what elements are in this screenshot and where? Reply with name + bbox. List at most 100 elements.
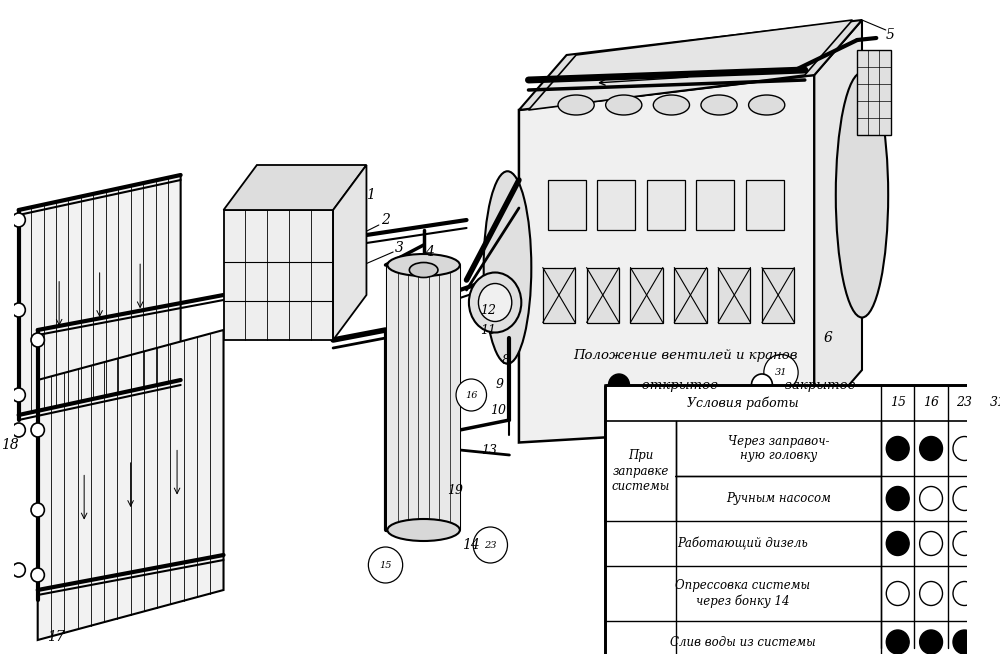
Circle shape bbox=[12, 388, 25, 402]
Bar bbox=[674, 267, 707, 322]
Bar bbox=[387, 265, 460, 530]
Text: Работающий дизель: Работающий дизель bbox=[677, 537, 808, 550]
Circle shape bbox=[986, 487, 1000, 511]
Bar bbox=[857, 50, 891, 135]
Text: 16: 16 bbox=[465, 390, 478, 400]
Text: 17: 17 bbox=[47, 630, 65, 644]
Ellipse shape bbox=[558, 95, 594, 115]
Circle shape bbox=[368, 547, 403, 583]
Circle shape bbox=[12, 423, 25, 437]
Text: Ручным насосом: Ручным насосом bbox=[726, 492, 831, 505]
Text: 4: 4 bbox=[426, 245, 434, 259]
Polygon shape bbox=[814, 20, 862, 425]
Ellipse shape bbox=[469, 273, 521, 332]
Bar bbox=[696, 180, 734, 230]
Circle shape bbox=[31, 333, 44, 347]
Text: 8: 8 bbox=[502, 354, 510, 366]
Polygon shape bbox=[19, 175, 181, 415]
Text: 15: 15 bbox=[890, 396, 906, 409]
Polygon shape bbox=[224, 210, 333, 340]
Polygon shape bbox=[333, 165, 366, 340]
Text: Опрессовка системы
через бонку 14: Опрессовка системы через бонку 14 bbox=[675, 579, 810, 608]
Text: - закрытое: - закрытое bbox=[776, 379, 856, 392]
Text: Слив воды из системы: Слив воды из системы bbox=[670, 636, 816, 649]
Circle shape bbox=[986, 581, 1000, 606]
Text: 18: 18 bbox=[1, 438, 19, 452]
Ellipse shape bbox=[836, 73, 888, 317]
Text: 7: 7 bbox=[633, 435, 642, 449]
Bar bbox=[548, 180, 586, 230]
Polygon shape bbox=[38, 330, 224, 640]
Bar bbox=[718, 267, 750, 322]
Text: Через заправоч-
ную головку: Через заправоч- ную головку bbox=[728, 434, 829, 462]
Text: 2: 2 bbox=[381, 213, 390, 227]
Bar bbox=[630, 267, 663, 322]
Circle shape bbox=[953, 581, 976, 606]
Circle shape bbox=[886, 532, 909, 555]
Ellipse shape bbox=[701, 95, 737, 115]
Circle shape bbox=[473, 527, 507, 563]
Text: 6: 6 bbox=[824, 330, 833, 345]
Text: Условия работы: Условия работы bbox=[687, 396, 799, 410]
Circle shape bbox=[953, 487, 976, 511]
Ellipse shape bbox=[484, 171, 531, 364]
Text: 1: 1 bbox=[366, 188, 375, 202]
Circle shape bbox=[953, 532, 976, 555]
Circle shape bbox=[12, 563, 25, 577]
Circle shape bbox=[31, 503, 44, 517]
Bar bbox=[543, 267, 575, 322]
Text: 14: 14 bbox=[462, 538, 480, 552]
Circle shape bbox=[886, 436, 909, 460]
Circle shape bbox=[886, 630, 909, 654]
Bar bbox=[597, 180, 635, 230]
Circle shape bbox=[986, 630, 1000, 654]
Text: 13: 13 bbox=[481, 443, 497, 456]
Circle shape bbox=[31, 423, 44, 437]
Circle shape bbox=[920, 581, 943, 606]
Text: 12: 12 bbox=[480, 303, 496, 317]
Text: 15: 15 bbox=[379, 560, 392, 570]
Circle shape bbox=[886, 581, 909, 606]
Circle shape bbox=[920, 630, 943, 654]
Text: При
заправке
системы: При заправке системы bbox=[611, 449, 670, 492]
Ellipse shape bbox=[749, 95, 785, 115]
Circle shape bbox=[920, 436, 943, 460]
Polygon shape bbox=[519, 20, 862, 110]
Circle shape bbox=[609, 374, 629, 396]
Bar bbox=[746, 180, 784, 230]
Circle shape bbox=[953, 436, 976, 460]
Text: 23: 23 bbox=[956, 396, 972, 409]
Ellipse shape bbox=[653, 95, 690, 115]
Circle shape bbox=[953, 630, 976, 654]
Text: 11: 11 bbox=[480, 324, 496, 337]
Text: 31: 31 bbox=[990, 396, 1000, 409]
Circle shape bbox=[751, 374, 772, 396]
Circle shape bbox=[886, 487, 909, 511]
Ellipse shape bbox=[387, 519, 460, 541]
Bar bbox=[605, 385, 1000, 654]
Text: 5: 5 bbox=[886, 28, 895, 42]
Text: 23: 23 bbox=[484, 540, 497, 549]
Text: - открытое: - открытое bbox=[633, 379, 718, 392]
Circle shape bbox=[31, 568, 44, 582]
Bar bbox=[647, 180, 685, 230]
Polygon shape bbox=[519, 75, 814, 443]
Circle shape bbox=[986, 436, 1000, 460]
Circle shape bbox=[12, 213, 25, 227]
Circle shape bbox=[456, 379, 487, 411]
Bar bbox=[762, 267, 794, 322]
Circle shape bbox=[12, 303, 25, 317]
Ellipse shape bbox=[478, 283, 512, 322]
Bar bbox=[587, 267, 619, 322]
Text: 3: 3 bbox=[395, 241, 404, 255]
Ellipse shape bbox=[387, 254, 460, 276]
Bar bbox=[605, 385, 1000, 654]
Polygon shape bbox=[528, 20, 852, 110]
Text: Положение вентилей и кранов: Положение вентилей и кранов bbox=[573, 349, 798, 362]
Circle shape bbox=[920, 487, 943, 511]
Ellipse shape bbox=[409, 262, 438, 277]
Text: 10: 10 bbox=[490, 404, 506, 417]
Bar bbox=[606, 422, 675, 520]
Circle shape bbox=[764, 354, 798, 390]
Polygon shape bbox=[224, 165, 366, 210]
